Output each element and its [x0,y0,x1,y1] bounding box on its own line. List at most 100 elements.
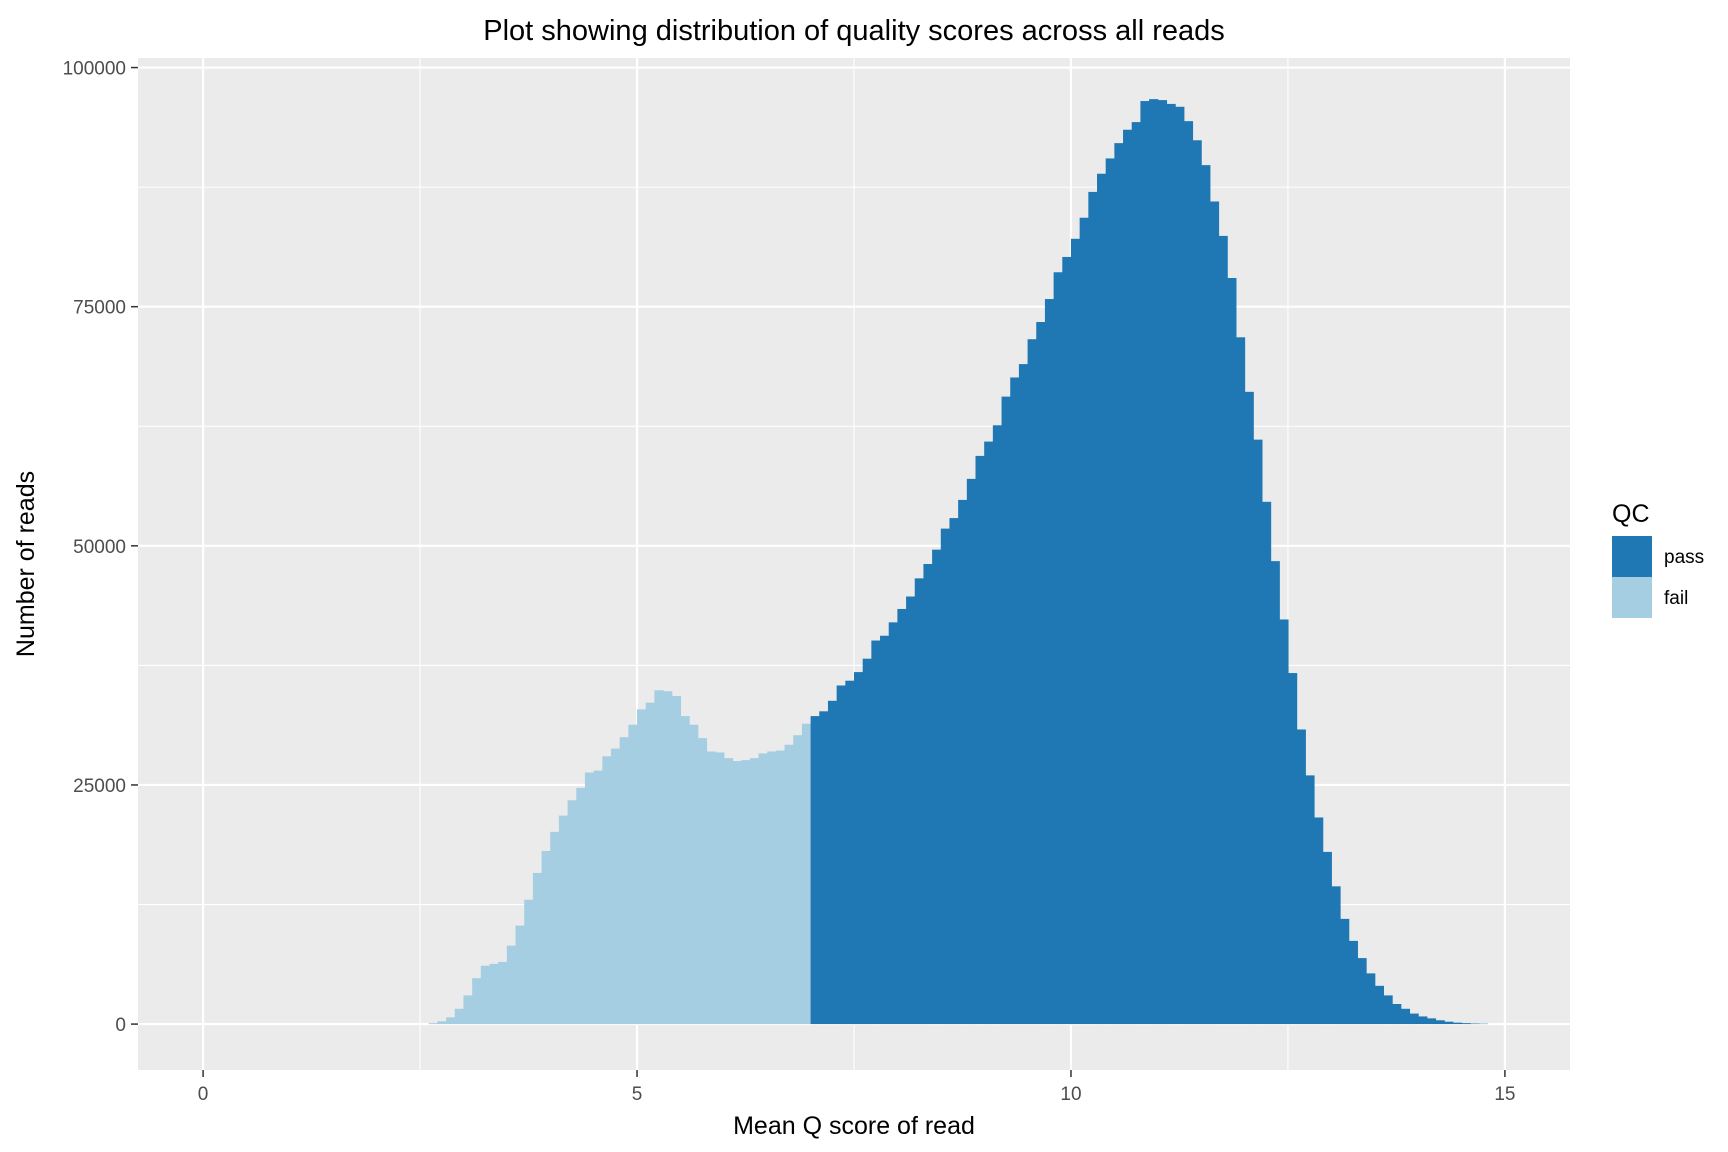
y-tick-label: 25000 [73,776,126,797]
bar-pass [932,549,942,1025]
bar-fail [446,1017,456,1025]
bar-fail [637,709,647,1025]
bar-pass [1018,364,1029,1025]
bar-pass [1105,158,1115,1025]
bar-pass [810,716,820,1025]
legend-title: QC [1612,500,1650,528]
bar-fail [619,737,629,1025]
bar-fail [680,716,690,1025]
bar-pass [1044,299,1055,1025]
bar-pass [1313,817,1324,1025]
bar-fail [793,735,803,1025]
bar-fail [567,800,577,1025]
bar-pass [1400,1008,1411,1025]
bar-pass [975,455,985,1025]
bar-pass [1435,1020,1445,1025]
bar-fail [480,965,491,1025]
bar-pass [1279,619,1289,1025]
bar-pass [1348,940,1358,1025]
bar-pass [836,685,846,1025]
bar-fail [454,1008,465,1025]
bar-pass [1062,256,1072,1025]
bar-pass [1209,201,1220,1025]
bar-pass [1027,339,1037,1025]
bar-pass [1131,122,1141,1025]
bar-fail [689,724,699,1025]
bar-fail [784,744,794,1025]
bar-fail [732,761,742,1025]
bar-pass [1357,958,1367,1025]
bar-pass [1001,396,1011,1025]
bar-pass [1175,106,1185,1025]
bar-pass [1070,238,1081,1025]
bar-pass [1244,391,1254,1025]
bar-pass [1227,278,1237,1025]
bar-fail [663,691,673,1025]
x-axis: 0 5 10 15 [198,1070,1515,1105]
bar-fail [437,1021,447,1025]
x-tick-label: 15 [1494,1084,1515,1105]
bar-pass [880,635,890,1025]
bar-pass [1157,100,1168,1025]
x-tick-label: 10 [1060,1084,1081,1105]
bar-fail [550,831,560,1025]
bar-pass [1010,377,1020,1025]
bar-pass [1183,121,1194,1025]
bar-pass [1461,1023,1471,1025]
bar-fail [715,752,725,1025]
bar-fail [697,738,708,1025]
bar-pass [845,680,855,1025]
bar-pass [1270,561,1280,1025]
bar-fail [801,723,812,1025]
bar-pass [1097,173,1107,1025]
bar-fail [576,787,586,1025]
bar-pass [940,528,951,1025]
bar-pass [897,608,907,1025]
y-tick-label: 75000 [73,298,126,319]
bar-pass [1418,1016,1428,1025]
bar-pass [914,578,925,1025]
bar-fail [593,770,603,1025]
bar-pass [1470,1023,1480,1025]
x-axis-title: Mean Q score of read [733,1112,975,1140]
legend: QC pass fail [1612,500,1704,618]
bar-pass [1253,439,1263,1025]
bar-pass [1331,886,1341,1025]
bar-pass [1123,129,1133,1025]
bar-fail [472,978,482,1025]
bar-fail [749,758,760,1025]
bar-pass [1053,272,1063,1025]
bar-pass [854,672,864,1025]
bar-pass [1149,99,1159,1025]
bar-pass [1305,775,1315,1025]
x-tick-label: 0 [198,1084,209,1105]
bar-fail [645,702,655,1025]
legend-label-pass: pass [1664,547,1704,568]
bar-pass [992,425,1003,1025]
bar-pass [1036,322,1046,1025]
bar-pass [1079,217,1089,1025]
bar-fail [741,760,751,1025]
bar-pass [862,658,872,1025]
bar-pass [966,478,977,1025]
bar-pass [1166,103,1176,1025]
chart-title: Plot showing distribution of quality sco… [483,15,1224,47]
bar-fail [654,690,664,1025]
bar-pass [923,564,933,1025]
bar-pass [1140,101,1150,1025]
bar-pass [1444,1021,1454,1025]
y-tick-label: 0 [115,1015,126,1036]
legend-key-pass [1612,536,1652,577]
bar-pass [1452,1022,1463,1025]
bar-pass [1383,995,1393,1025]
y-tick-label: 50000 [73,537,126,558]
bar-pass [1287,673,1298,1025]
bar-pass [906,596,916,1025]
bar-pass [1322,851,1332,1025]
bar-fail [463,995,473,1025]
bar-fail [775,750,786,1025]
bar-pass [888,622,898,1025]
x-tick-label: 5 [632,1084,643,1105]
bar-pass [1340,918,1350,1025]
